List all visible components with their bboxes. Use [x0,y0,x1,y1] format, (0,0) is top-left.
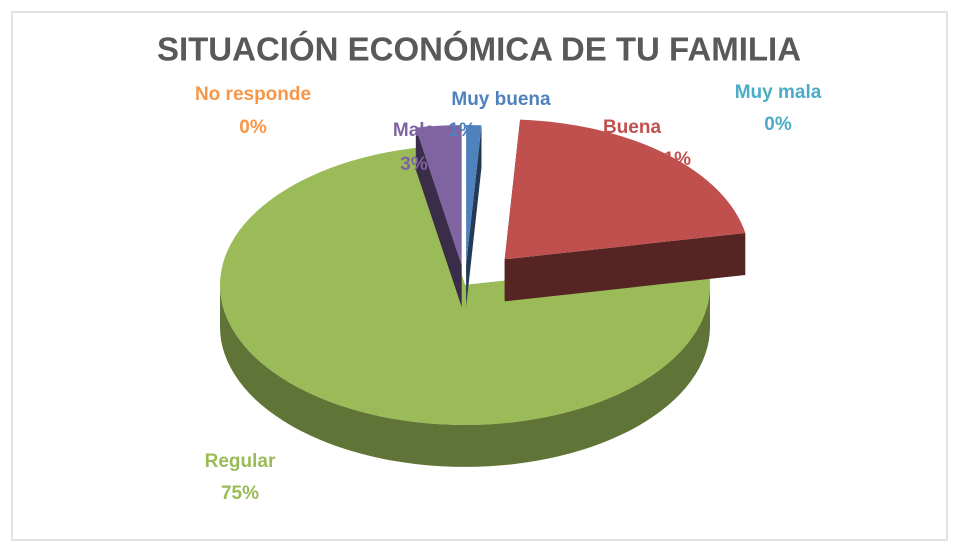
data-label-value: 0% [764,114,792,135]
slice-wall [220,285,710,467]
data-label-name: Muy mala [735,82,822,103]
slice-side [504,233,746,302]
slice-side [466,125,482,307]
data-label-name: No responde [195,84,311,105]
data-label-value: 1% [448,120,476,141]
data-label-name: Regular [205,451,276,472]
slice [504,119,746,260]
data-label-value: 21% [653,149,691,170]
data-label-name: Buena [603,117,662,138]
slice [466,125,482,265]
data-label-value: 75% [221,483,259,504]
slice [220,147,711,426]
slice-side [415,127,462,308]
slice [415,125,462,266]
data-label-value: 0% [239,117,267,138]
chart-title: SITUACIÓN ECONÓMICA DE TU FAMILIA [157,31,801,68]
data-label-name: Mala [393,120,436,141]
data-label-name: Muy buena [451,89,551,110]
data-label-value: 3% [400,154,428,175]
